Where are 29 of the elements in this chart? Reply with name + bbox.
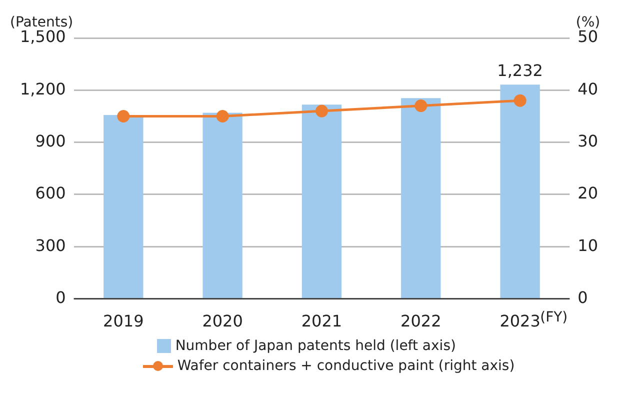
point bbox=[216, 110, 229, 122]
bar bbox=[401, 98, 441, 298]
x-axis-title: (FY) bbox=[540, 309, 568, 326]
y-tick-label: 0 bbox=[56, 288, 66, 307]
point bbox=[315, 104, 328, 118]
legend-label: Number of Japan patents held (left axis) bbox=[175, 338, 456, 354]
bar bbox=[500, 84, 540, 298]
y-tick-label: 1,200 bbox=[20, 79, 66, 98]
y-tick-label: 900 bbox=[35, 131, 66, 150]
point bbox=[117, 110, 130, 122]
y2-tick-label: 30 bbox=[578, 131, 598, 150]
y2-tick-label: 40 bbox=[578, 79, 598, 98]
y-tick-label: 300 bbox=[35, 236, 66, 255]
x-tick-label: 2021 bbox=[301, 312, 342, 331]
x-tick-label: 2022 bbox=[400, 312, 442, 331]
data-label: 1,232 bbox=[497, 60, 543, 80]
bar bbox=[202, 112, 242, 298]
y2-tick-label: 0 bbox=[578, 288, 588, 307]
point bbox=[414, 100, 428, 112]
bar bbox=[302, 104, 342, 298]
point bbox=[514, 94, 526, 107]
y2-tick-label: 20 bbox=[578, 184, 598, 203]
y2-tick-label: 10 bbox=[578, 236, 598, 255]
x-tick-label: 2019 bbox=[103, 312, 144, 331]
y-tick-label: 600 bbox=[35, 184, 66, 203]
bar bbox=[104, 115, 144, 298]
x-tick-label: 2023 bbox=[500, 312, 540, 331]
x-tick-label: 2020 bbox=[202, 312, 243, 331]
legend-label: Wafer containers + conductive paint (right axis) bbox=[177, 358, 515, 374]
